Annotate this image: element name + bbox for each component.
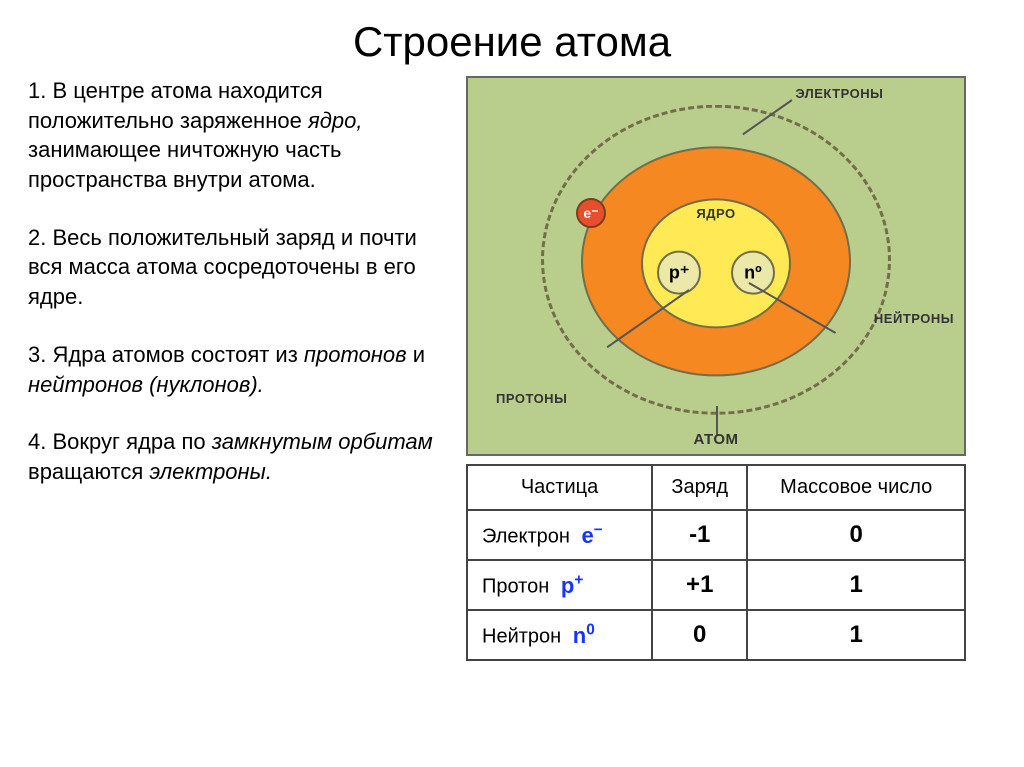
point-text2: и [407, 342, 425, 367]
table-row: Нейтрон n0 0 1 [467, 610, 965, 660]
electrons-label: ЭЛЕКТРОНЫ [795, 86, 883, 101]
point-text: Весь положительный заряд и почти вся мас… [28, 225, 417, 309]
point-num: 2. [28, 225, 46, 250]
point-text2: занимающее ничтожную часть пространства … [28, 137, 342, 192]
proton-icon: p⁺ [657, 251, 701, 295]
point-num: 3. [28, 342, 46, 367]
point-italic2: электроны. [149, 459, 272, 484]
atom-label: АТОМ [693, 431, 738, 448]
particle-name: Электрон [482, 526, 570, 548]
neutrons-label: НЕЙТРОНЫ [874, 311, 954, 326]
point-3: 3. Ядра атомов состоят из протонов и ней… [28, 340, 448, 399]
point-italic: замкнутым орбитам [212, 429, 433, 454]
particle-symbol: n0 [573, 623, 595, 648]
particles-table: Частица Заряд Массовое число Электрон e−… [466, 464, 966, 661]
th-charge: Заряд [652, 465, 747, 510]
cell-mass: 1 [747, 610, 965, 660]
point-text2: вращаются [28, 459, 149, 484]
point-num: 4. [28, 429, 46, 454]
particle-symbol: e− [582, 523, 603, 548]
point-text: В центре атома находится положительно за… [28, 78, 323, 133]
table-header-row: Частица Заряд Массовое число [467, 465, 965, 510]
point-num: 1. [28, 78, 46, 103]
atom-diagram: ЯДРО p⁺ nº e⁻ ЭЛЕКТРОНЫ НЕЙТРОНЫ ПРОТОНЫ… [466, 76, 966, 456]
table-row: Электрон e− -1 0 [467, 510, 965, 560]
neutron-icon: nº [731, 251, 775, 295]
cell-charge: +1 [652, 560, 747, 610]
figure-column: ЯДРО p⁺ nº e⁻ ЭЛЕКТРОНЫ НЕЙТРОНЫ ПРОТОНЫ… [466, 76, 996, 661]
point-italic: ядро, [308, 108, 363, 133]
cell-name: Нейтрон n0 [467, 610, 652, 660]
protons-label: ПРОТОНЫ [496, 391, 567, 406]
point-text: Вокруг ядра по [52, 429, 211, 454]
cell-name: Протон p+ [467, 560, 652, 610]
point-2: 2. Весь положительный заряд и почти вся … [28, 223, 448, 312]
cell-charge: 0 [652, 610, 747, 660]
point-4: 4. Вокруг ядра по замкнутым орбитам вращ… [28, 427, 448, 486]
point-italic: протонов [304, 342, 407, 367]
cell-name: Электрон e− [467, 510, 652, 560]
particle-name: Протон [482, 576, 549, 598]
text-column: 1. В центре атома находится положительно… [28, 76, 448, 661]
point-1: 1. В центре атома находится положительно… [28, 76, 448, 195]
cell-mass: 1 [747, 560, 965, 610]
th-mass: Массовое число [747, 465, 965, 510]
point-text: Ядра атомов состоят из [52, 342, 303, 367]
cell-charge: -1 [652, 510, 747, 560]
particle-symbol: p+ [561, 573, 583, 598]
th-particle: Частица [467, 465, 652, 510]
point-italic2: нейтронов (нуклонов). [28, 372, 264, 397]
particle-name: Нейтрон [482, 626, 561, 648]
table-row: Протон p+ +1 1 [467, 560, 965, 610]
cell-mass: 0 [747, 510, 965, 560]
nucleus-label: ЯДРО [696, 206, 735, 221]
page-title: Строение атома [0, 0, 1024, 76]
content-row: 1. В центре атома находится положительно… [0, 76, 1024, 661]
electron-icon: e⁻ [576, 198, 606, 228]
